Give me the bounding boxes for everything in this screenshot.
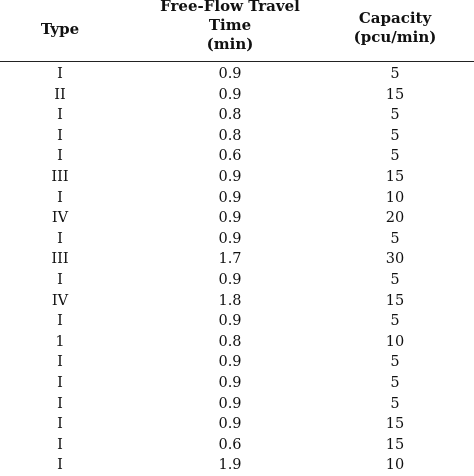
header-travel-time-line-2: Time <box>208 16 252 34</box>
cell-travel-time: 1.7 <box>218 251 242 268</box>
cell-type: I <box>57 271 63 288</box>
cell-capacity: 15 <box>385 436 405 453</box>
table-row: I 0.9 5 <box>0 311 474 332</box>
table-row: I 0.8 5 <box>0 126 474 147</box>
cell-travel-time: 0.9 <box>218 168 242 185</box>
header-rule <box>0 61 474 62</box>
cell-type: I <box>57 313 63 330</box>
cell-type: 1 <box>55 333 65 350</box>
cell-type: I <box>57 395 63 412</box>
cell-type: IV <box>51 292 69 309</box>
table-row: I 0.9 15 <box>0 414 474 435</box>
cell-travel-time: 0.8 <box>218 107 242 124</box>
cell-type: I <box>57 127 63 144</box>
cell-travel-time: 0.9 <box>218 395 242 412</box>
cell-capacity: 10 <box>385 189 405 206</box>
table-row: I 0.9 5 <box>0 64 474 85</box>
cell-type: I <box>57 374 63 391</box>
cell-capacity: 5 <box>390 313 400 330</box>
cell-capacity: 5 <box>390 127 400 144</box>
table-row: IV 1.8 15 <box>0 291 474 312</box>
cell-type: IV <box>51 210 69 227</box>
cell-type: III <box>51 251 69 268</box>
cell-travel-time: 0.9 <box>218 66 242 82</box>
table-row: I 0.6 15 <box>0 435 474 456</box>
cell-capacity: 15 <box>385 292 405 309</box>
table-row: I 0.9 10 <box>0 188 474 209</box>
header-capacity: Capacity (pcu/min) <box>325 9 465 47</box>
cell-type: I <box>57 66 63 82</box>
table-row: I 0.9 5 <box>0 394 474 415</box>
header-travel-time-line-1: Free-Flow Travel <box>160 0 300 15</box>
cell-travel-time: 0.9 <box>218 189 242 206</box>
header-travel-time: Free-Flow Travel Time (min) <box>150 0 310 54</box>
cell-type: II <box>54 86 66 103</box>
table-row: I 0.8 5 <box>0 105 474 126</box>
header-capacity-line-2: (pcu/min) <box>353 28 437 46</box>
cell-travel-time: 0.9 <box>218 313 242 330</box>
cell-capacity: 5 <box>390 148 400 165</box>
cell-capacity: 5 <box>390 107 400 124</box>
cell-type: I <box>57 354 63 371</box>
table-row: III 0.9 15 <box>0 167 474 188</box>
cell-capacity: 10 <box>385 333 405 350</box>
table-row: I 0.9 5 <box>0 373 474 394</box>
cell-capacity: 5 <box>390 354 400 371</box>
cell-travel-time: 0.8 <box>218 127 242 144</box>
cell-travel-time: 1.9 <box>218 457 242 474</box>
cell-travel-time: 0.9 <box>218 416 242 433</box>
cell-capacity: 30 <box>385 251 405 268</box>
table-row: I 0.9 5 <box>0 352 474 373</box>
header-capacity-line-1: Capacity <box>358 9 432 27</box>
cell-type: III <box>51 168 69 185</box>
table-header: Type Free-Flow Travel Time (min) Capacit… <box>0 0 474 60</box>
cell-travel-time: 0.9 <box>218 271 242 288</box>
cell-type: I <box>57 436 63 453</box>
cell-travel-time: 0.9 <box>218 374 242 391</box>
cell-capacity: 5 <box>390 395 400 412</box>
cell-type: I <box>57 107 63 124</box>
table-row: III 1.7 30 <box>0 249 474 270</box>
cell-capacity: 10 <box>385 457 405 474</box>
cell-type: I <box>57 230 63 247</box>
cell-capacity: 20 <box>385 210 405 227</box>
cell-type: I <box>57 189 63 206</box>
cell-type: I <box>57 457 63 474</box>
table-row: I 0.9 5 <box>0 229 474 250</box>
cell-travel-time: 0.9 <box>218 86 242 103</box>
header-travel-time-line-3: (min) <box>206 35 254 53</box>
table-body: I 0.9 5 II 0.9 15 I 0.8 5 I 0.8 5 I 0.6 5 III 0.9 15 I 0.9 1… <box>0 64 474 476</box>
cell-travel-time: 0.9 <box>218 354 242 371</box>
table-row: II 0.9 15 <box>0 85 474 106</box>
header-type-label: Type <box>40 20 80 38</box>
cell-capacity: 5 <box>390 66 400 82</box>
cell-travel-time: 0.9 <box>218 210 242 227</box>
table-row: I 1.9 10 <box>0 455 474 476</box>
cell-type: I <box>57 148 63 165</box>
cell-type: I <box>57 416 63 433</box>
cell-capacity: 15 <box>385 168 405 185</box>
cell-travel-time: 0.6 <box>218 148 242 165</box>
cell-capacity: 5 <box>390 271 400 288</box>
cell-travel-time: 1.8 <box>218 292 242 309</box>
cell-travel-time: 0.6 <box>218 436 242 453</box>
table-row: IV 0.9 20 <box>0 208 474 229</box>
cell-travel-time: 0.9 <box>218 230 242 247</box>
cell-capacity: 5 <box>390 374 400 391</box>
table-row: 1 0.8 10 <box>0 332 474 353</box>
cell-capacity: 5 <box>390 230 400 247</box>
header-type: Type <box>20 20 100 39</box>
cell-capacity: 15 <box>385 416 405 433</box>
table-row: I 0.6 5 <box>0 146 474 167</box>
table-row: I 0.9 5 <box>0 270 474 291</box>
cell-capacity: 15 <box>385 86 405 103</box>
cell-travel-time: 0.8 <box>218 333 242 350</box>
